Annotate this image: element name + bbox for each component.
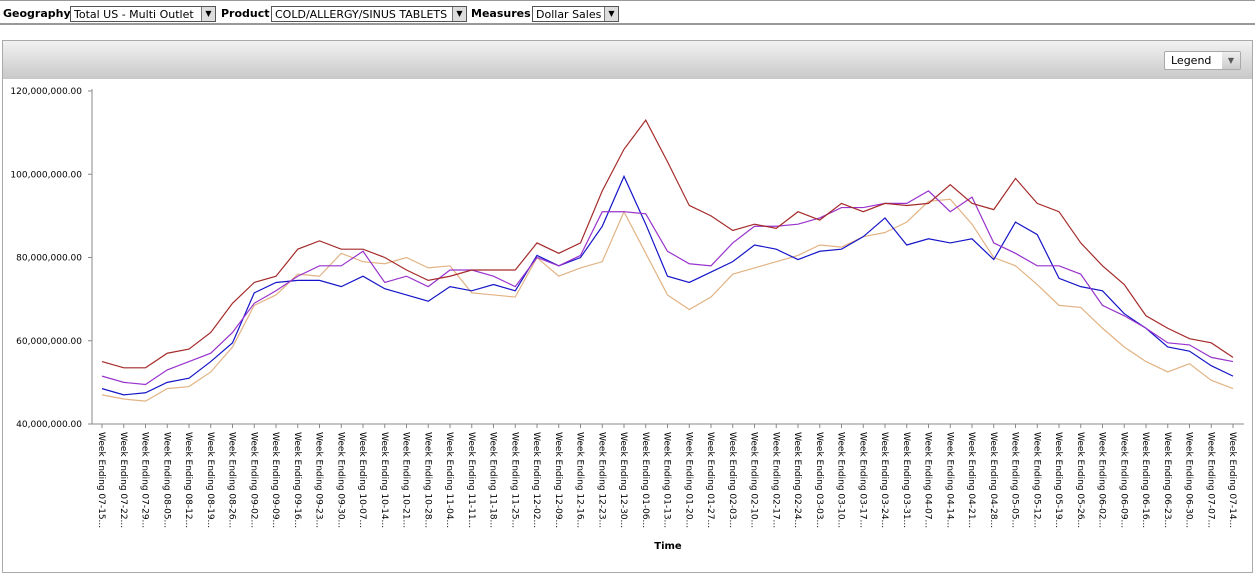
x-tick-label: Week Ending 01-27...	[705, 432, 715, 528]
x-tick-label: Week Ending 11-04...	[444, 432, 454, 528]
x-tick-label: Week Ending 09-16...	[292, 432, 302, 528]
geography-label: Geography	[3, 7, 71, 20]
x-tick-label: Week Ending 04-21...	[966, 432, 976, 528]
x-tick-label: Week Ending 03-03...	[814, 432, 824, 528]
x-tick-label: Week Ending 01-06...	[640, 432, 650, 528]
x-tick-label: Week Ending 04-14...	[944, 432, 954, 528]
y-tick-label: 80,000,000.00	[16, 254, 82, 264]
x-tick-label: Week Ending 03-31...	[901, 432, 911, 528]
x-tick-label: Week Ending 08-05...	[161, 432, 171, 528]
product-value: COLD/ALLERGY/SINUS TABLETS	[275, 8, 448, 21]
x-tick-label: Week Ending 08-12...	[183, 432, 193, 528]
toolbar: Geography Total US - Multi Outlet ▼ Produ…	[0, 0, 1255, 25]
x-tick-label: Week Ending 10-14...	[379, 432, 389, 528]
x-tick-label: Week Ending 07-14...	[1227, 432, 1237, 528]
x-tick-label: Week Ending 01-20...	[683, 432, 693, 528]
x-tick-label: Week Ending 02-10...	[749, 432, 759, 528]
x-tick-label: Week Ending 03-24...	[879, 432, 889, 528]
legend-dropdown[interactable]: Legend ▼	[1164, 51, 1241, 70]
series-line	[101, 198, 1234, 402]
measures-select[interactable]: Dollar Sales ▼	[532, 6, 619, 22]
x-tick-label: Week Ending 07-22...	[118, 432, 128, 528]
x-tick-label: Week Ending 05-12...	[1031, 432, 1041, 528]
legend-dropdown-label: Legend	[1171, 54, 1212, 67]
product-select[interactable]: COLD/ALLERGY/SINUS TABLETS ▼	[271, 6, 467, 22]
x-tick-label: Week Ending 11-18...	[488, 432, 498, 528]
x-tick-label: Week Ending 04-28...	[988, 432, 998, 528]
x-axis-title: Time	[654, 541, 682, 552]
x-tick-label: Week Ending 06-09...	[1118, 432, 1128, 528]
x-tick-label: Week Ending 03-17...	[857, 432, 867, 528]
x-tick-label: Week Ending 12-02...	[531, 432, 541, 528]
geography-select[interactable]: Total US - Multi Outlet ▼	[70, 6, 216, 22]
x-tick-label: Week Ending 02-24...	[792, 432, 802, 528]
x-tick-label: Week Ending 12-23...	[596, 432, 606, 528]
x-tick-label: Week Ending 06-30...	[1184, 432, 1194, 528]
y-tick-label: 100,000,000.00	[10, 170, 82, 180]
x-tick-label: Week Ending 08-19...	[205, 432, 215, 528]
y-tick-label: 120,000,000.00	[10, 87, 82, 97]
measures-label: Measures	[471, 7, 531, 20]
x-tick-label: Week Ending 03-10...	[836, 432, 846, 528]
x-tick-label: Week Ending 02-03...	[727, 432, 737, 528]
dropdown-arrow: ▼	[604, 7, 618, 21]
x-tick-label: Week Ending 07-29...	[140, 432, 150, 528]
y-tick-label: 40,000,000.00	[16, 420, 82, 430]
x-tick-label: Week Ending 08-26...	[227, 432, 237, 528]
x-tick-label: Week Ending 11-11...	[466, 432, 476, 528]
x-tick-label: Week Ending 10-07...	[357, 432, 367, 528]
series-line	[101, 174, 1234, 396]
x-tick-label: Week Ending 05-05...	[1010, 432, 1020, 528]
series-line	[101, 190, 1234, 386]
geography-value: Total US - Multi Outlet	[74, 8, 194, 21]
measures-value: Dollar Sales	[536, 8, 602, 21]
x-tick-label: Week Ending 12-16...	[575, 432, 585, 528]
x-tick-label: Week Ending 09-09...	[270, 432, 280, 528]
y-tick-label: 60,000,000.00	[16, 337, 82, 347]
x-tick-label: Week Ending 02-17...	[770, 432, 780, 528]
x-tick-label: Week Ending 10-28...	[422, 432, 432, 528]
x-tick-label: Week Ending 07-07...	[1205, 432, 1215, 528]
x-tick-label: Week Ending 09-02...	[248, 432, 258, 528]
x-tick-label: Week Ending 09-23...	[314, 432, 324, 528]
panel-header: Legend ▼	[3, 41, 1252, 79]
x-tick-label: Week Ending 06-02...	[1097, 432, 1107, 528]
x-tick-label: Week Ending 06-23...	[1162, 432, 1172, 528]
dropdown-arrow: ▼	[452, 7, 466, 21]
x-tick-label: Week Ending 12-30...	[618, 432, 628, 528]
dropdown-arrow: ▼	[1222, 52, 1240, 69]
dropdown-arrow: ▼	[201, 7, 215, 21]
x-tick-label: Week Ending 05-26...	[1075, 432, 1085, 528]
x-tick-label: Week Ending 10-21...	[401, 432, 411, 528]
product-label: Product	[221, 7, 270, 20]
x-tick-label: Week Ending 07-15...	[96, 432, 106, 528]
x-tick-label: Week Ending 11-25...	[509, 432, 519, 528]
x-tick-label: Week Ending 05-19...	[1053, 432, 1063, 528]
x-tick-label: Week Ending 04-07...	[923, 432, 933, 528]
series-line	[101, 119, 1234, 369]
chart-panel: Legend ▼	[2, 40, 1253, 573]
x-tick-label: Week Ending 12-09...	[553, 432, 563, 528]
x-tick-label: Week Ending 06-16...	[1140, 432, 1150, 528]
x-tick-label: Week Ending 01-13...	[662, 432, 672, 528]
x-tick-label: Week Ending 09-30...	[335, 432, 345, 528]
